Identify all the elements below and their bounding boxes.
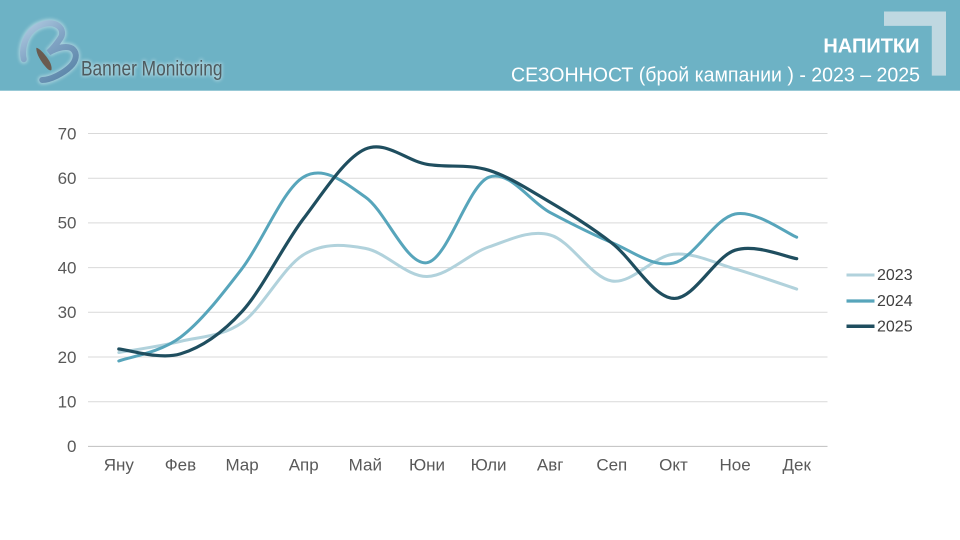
svg-text:2023: 2023 (877, 267, 913, 284)
svg-text:Юни: Юни (409, 456, 445, 475)
svg-text:Дек: Дек (782, 456, 811, 475)
svg-text:30: 30 (58, 303, 77, 322)
svg-text:Авг: Авг (537, 456, 564, 475)
svg-text:Сеп: Сеп (596, 456, 627, 475)
svg-text:Banner Monitoring: Banner Monitoring (81, 57, 223, 81)
svg-text:0: 0 (67, 437, 76, 456)
svg-text:10: 10 (58, 393, 77, 412)
svg-text:20: 20 (58, 348, 77, 367)
svg-text:Banner Monitoring: Banner Monitoring (81, 57, 223, 81)
svg-text:Юли: Юли (471, 456, 507, 475)
svg-text:Яну: Яну (104, 456, 135, 475)
svg-text:Окт: Окт (659, 456, 688, 475)
svg-text:Апр: Апр (289, 456, 319, 475)
svg-text:70: 70 (58, 124, 77, 143)
svg-text:40: 40 (58, 258, 77, 277)
svg-text:2024: 2024 (877, 293, 913, 310)
svg-text:Фев: Фев (165, 456, 196, 475)
svg-text:НАПИТКИ: НАПИТКИ (823, 35, 919, 57)
svg-text:2025: 2025 (877, 318, 913, 335)
svg-text:Мар: Мар (225, 456, 258, 475)
svg-text:50: 50 (58, 214, 77, 233)
svg-text:СЕЗОННОСТ (брой кампании ) - 2: СЕЗОННОСТ (брой кампании ) - 2023 – 2025 (511, 65, 920, 87)
svg-text:Май: Май (349, 456, 382, 475)
svg-text:Ное: Ное (720, 456, 751, 475)
svg-text:60: 60 (58, 169, 77, 188)
